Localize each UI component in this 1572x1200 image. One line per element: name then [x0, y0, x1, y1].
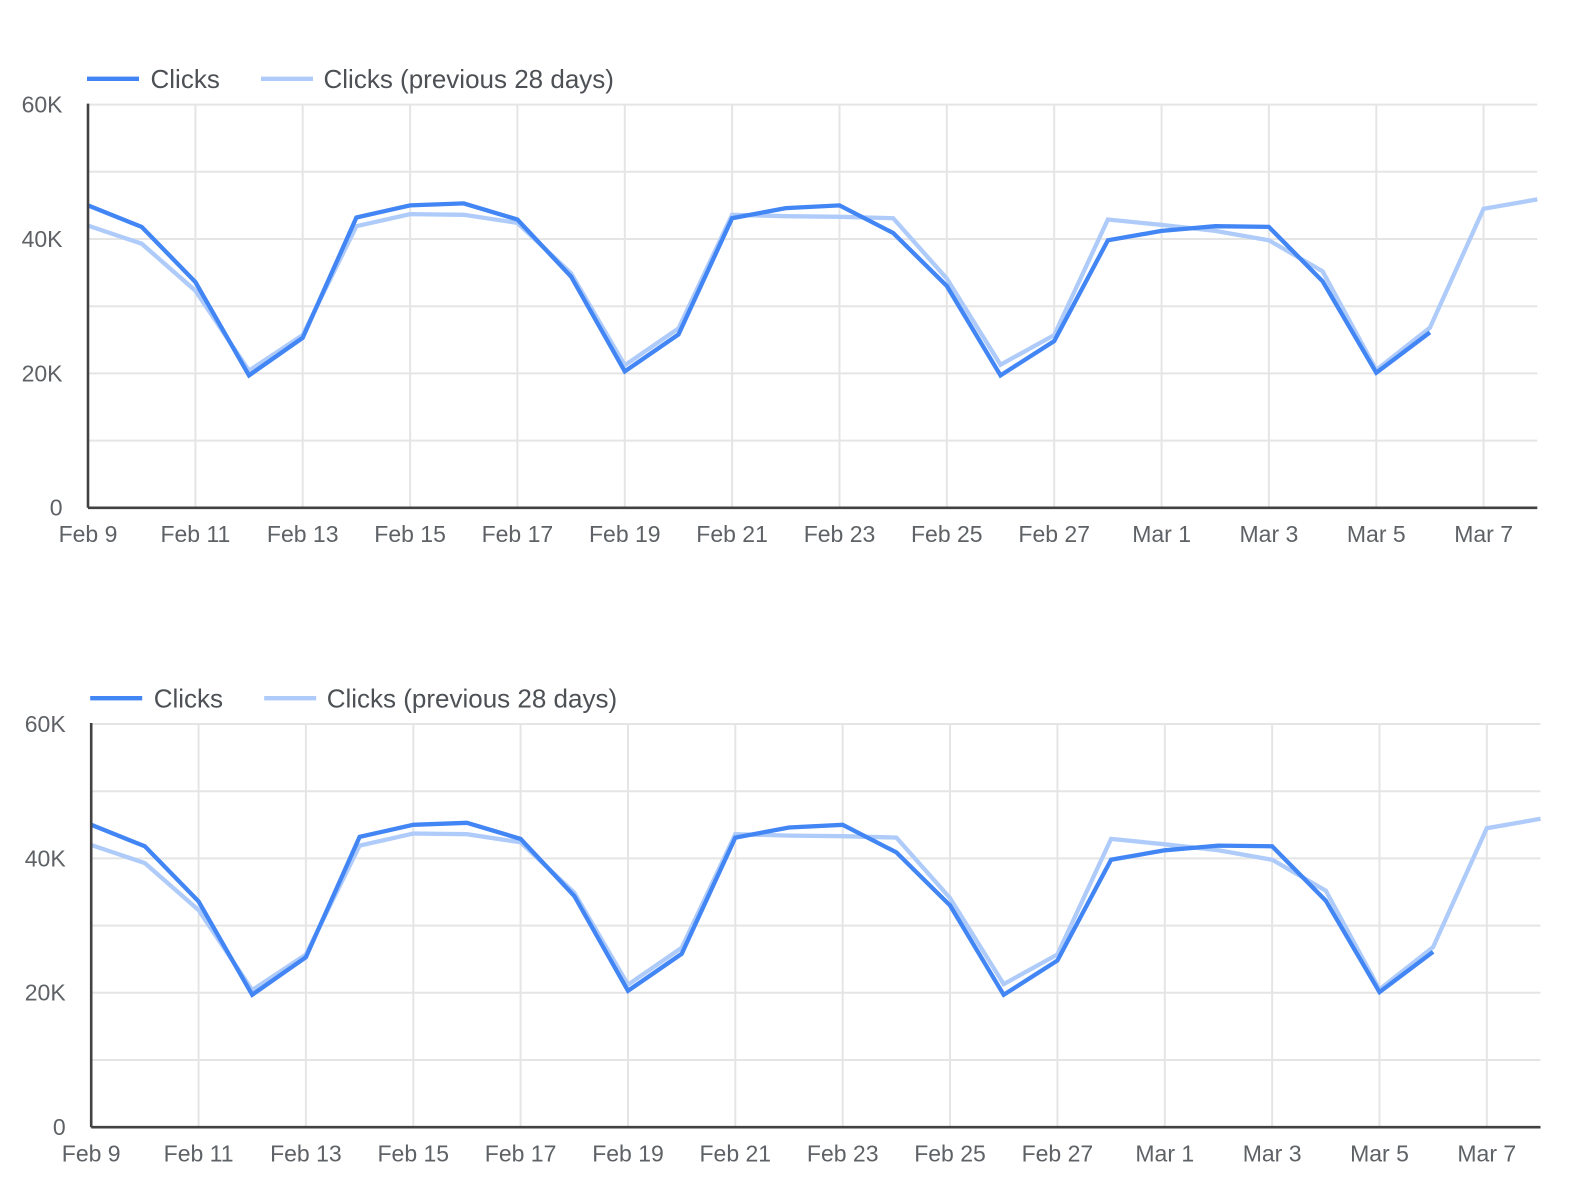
- svg-text:Feb 17: Feb 17: [485, 1141, 557, 1167]
- svg-text:Feb 19: Feb 19: [592, 1141, 664, 1167]
- svg-text:Feb 9: Feb 9: [62, 1141, 121, 1167]
- svg-text:Mar 1: Mar 1: [1135, 1141, 1194, 1167]
- svg-text:Feb 9: Feb 9: [59, 521, 118, 547]
- svg-text:Feb 15: Feb 15: [374, 521, 446, 547]
- svg-text:Feb 25: Feb 25: [914, 1141, 986, 1167]
- svg-text:Feb 27: Feb 27: [1022, 1141, 1094, 1167]
- svg-text:Feb 11: Feb 11: [160, 521, 230, 547]
- svg-text:Feb 21: Feb 21: [699, 1141, 771, 1167]
- svg-text:40K: 40K: [22, 226, 64, 252]
- svg-text:Mar 1: Mar 1: [1132, 521, 1191, 547]
- svg-text:Clicks: Clicks: [154, 683, 223, 713]
- svg-text:Feb 15: Feb 15: [377, 1141, 449, 1167]
- svg-text:Mar 7: Mar 7: [1457, 1141, 1516, 1167]
- svg-text:Mar 3: Mar 3: [1240, 521, 1299, 547]
- svg-text:Feb 13: Feb 13: [267, 521, 339, 547]
- svg-text:60K: 60K: [25, 711, 67, 737]
- svg-text:Clicks (previous 28 days): Clicks (previous 28 days): [324, 64, 614, 94]
- svg-text:Feb 25: Feb 25: [911, 521, 983, 547]
- svg-text:0: 0: [53, 1114, 66, 1140]
- svg-text:Feb 11: Feb 11: [164, 1141, 234, 1167]
- svg-text:Feb 27: Feb 27: [1018, 521, 1090, 547]
- svg-text:Feb 19: Feb 19: [589, 521, 661, 547]
- svg-text:Feb 21: Feb 21: [696, 521, 768, 547]
- svg-text:Mar 3: Mar 3: [1243, 1141, 1302, 1167]
- svg-text:Feb 23: Feb 23: [807, 1141, 879, 1167]
- svg-text:20K: 20K: [22, 360, 64, 386]
- svg-text:Feb 13: Feb 13: [270, 1141, 342, 1167]
- svg-text:40K: 40K: [25, 845, 67, 871]
- svg-text:Mar 5: Mar 5: [1350, 1141, 1409, 1167]
- svg-text:Feb 23: Feb 23: [804, 521, 876, 547]
- svg-text:Mar 5: Mar 5: [1347, 521, 1406, 547]
- svg-text:Clicks (previous 28 days): Clicks (previous 28 days): [327, 683, 617, 713]
- svg-text:Feb 17: Feb 17: [482, 521, 554, 547]
- svg-text:Clicks: Clicks: [151, 64, 220, 94]
- svg-text:60K: 60K: [22, 92, 64, 118]
- svg-text:0: 0: [50, 495, 63, 521]
- svg-text:Mar 7: Mar 7: [1454, 521, 1513, 547]
- svg-text:20K: 20K: [25, 980, 67, 1006]
